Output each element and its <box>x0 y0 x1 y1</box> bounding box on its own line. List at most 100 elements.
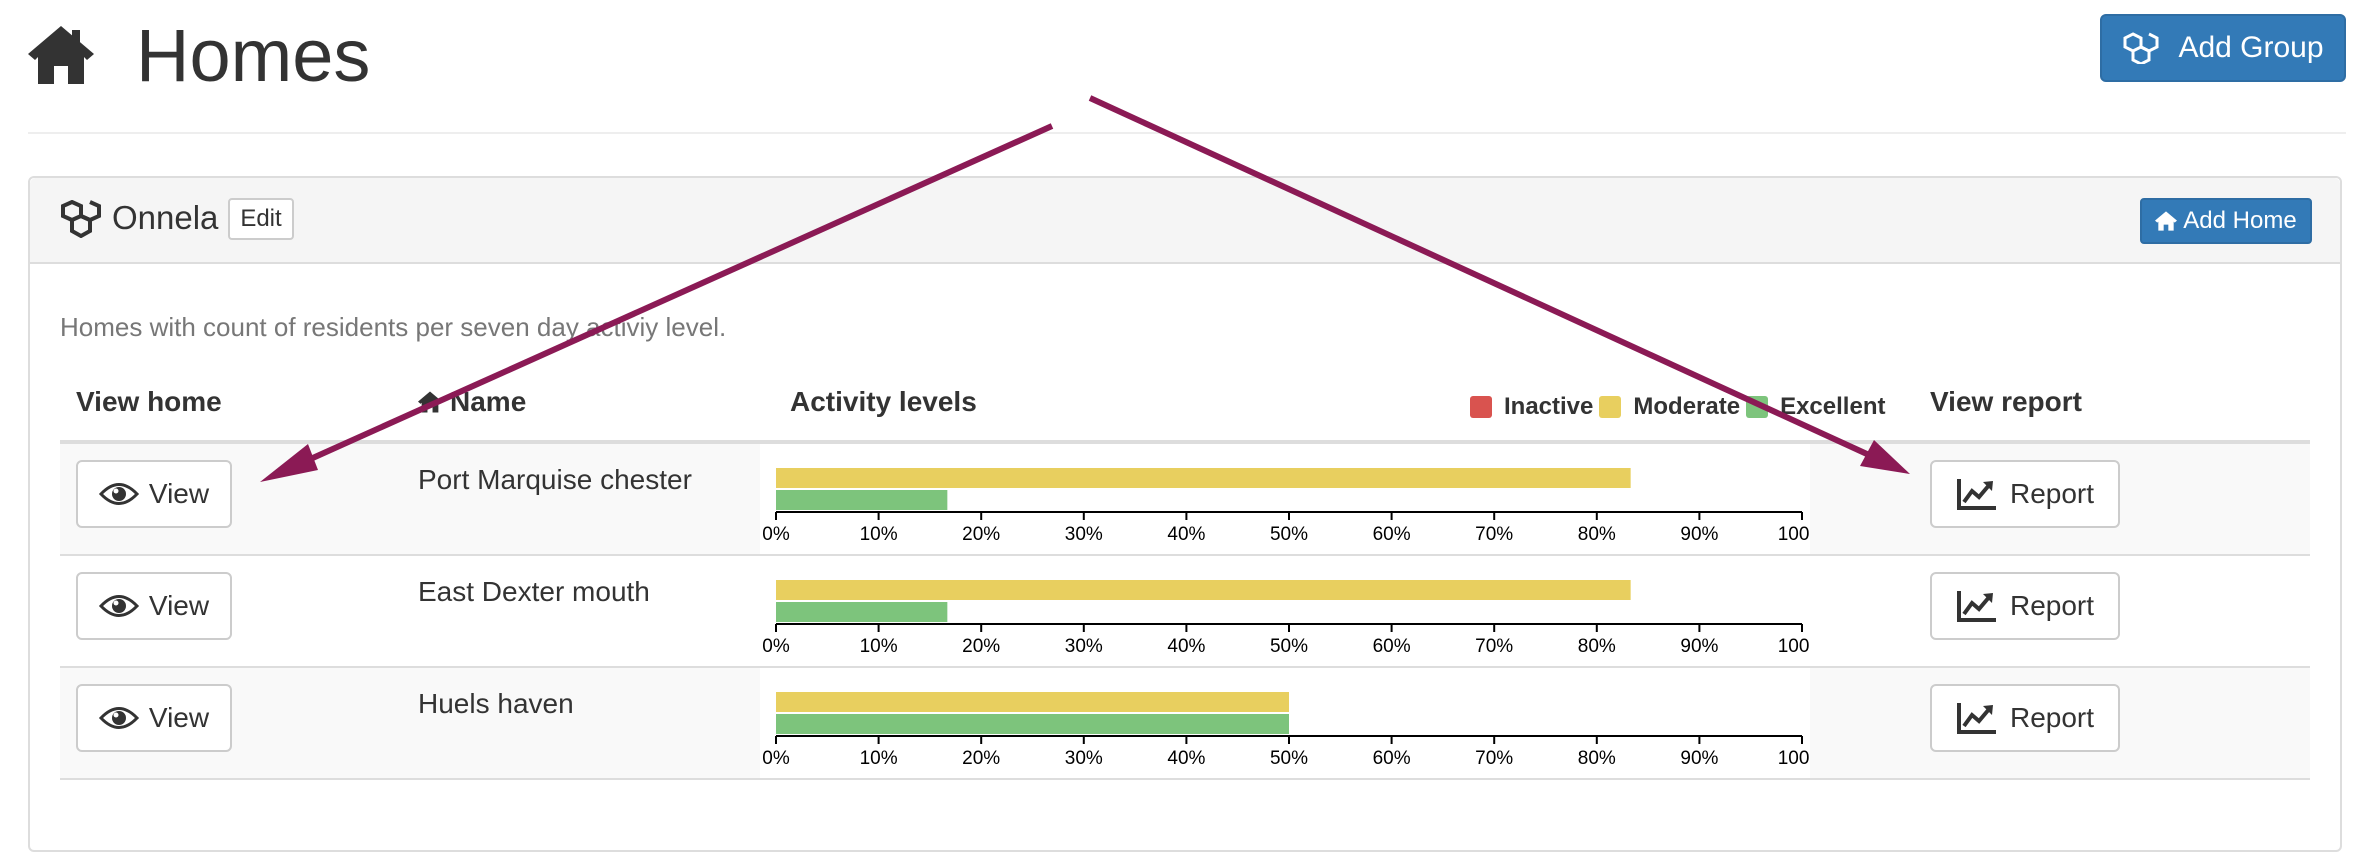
legend-swatch-inactive <box>1470 396 1492 418</box>
view-report-button[interactable]: Report <box>1930 460 2120 528</box>
x-tick-label: 100% <box>1778 748 1810 769</box>
x-tick-label: 40% <box>1167 636 1205 657</box>
bar-excellent <box>776 602 948 622</box>
view-home-button[interactable]: View <box>76 684 232 752</box>
group-panel: Onnela Edit Add Home Homes with count of… <box>28 176 2342 852</box>
add-home-button[interactable]: Add Home <box>2140 198 2312 244</box>
home-icon <box>28 26 94 84</box>
table-header: View home Name Activity levels Inactive … <box>60 372 2310 444</box>
x-tick-label: 80% <box>1578 748 1616 769</box>
line-chart-icon <box>1956 591 1996 622</box>
x-tick-label: 30% <box>1065 524 1103 545</box>
activity-chart: 0% 10% 20% 30% 40% 50% 60% 70% 80% 90% 100% <box>760 668 1826 778</box>
x-tick-label: 60% <box>1373 636 1411 657</box>
column-view-home: View home <box>76 386 222 417</box>
column-view-report: View report <box>1930 386 2082 417</box>
bar-excellent <box>776 714 1289 734</box>
table-row: View Huels haven 0% 10% 20% 30% 40% 50% 60% 70%… <box>60 668 2310 780</box>
group-panel-heading: Onnela Edit Add Home <box>30 178 2340 264</box>
eye-icon <box>98 707 139 729</box>
edit-group-button[interactable]: Edit <box>228 198 294 240</box>
home-name: Huels haven <box>418 688 574 719</box>
x-tick-label: 70% <box>1475 636 1513 657</box>
activity-chart: 0% 10% 20% 30% 40% 50% 60% 70% 80% 90% 100% <box>760 444 1826 554</box>
group-name: Onnela <box>112 199 219 236</box>
bar-moderate <box>776 692 1289 712</box>
x-tick-label: 100% <box>1778 636 1810 657</box>
x-tick-label: 50% <box>1270 636 1308 657</box>
x-tick-label: 60% <box>1373 524 1411 545</box>
x-tick-label: 90% <box>1680 524 1718 545</box>
activity-chart-svg: 0% 10% 20% 30% 40% 50% 60% 70% 80% 90% 100% <box>762 692 1826 769</box>
view-report-label: Report <box>2009 702 2095 733</box>
x-tick-label: 30% <box>1065 748 1103 769</box>
x-tick-label: 20% <box>962 524 1000 545</box>
view-report-label: Report <box>2009 590 2095 621</box>
x-tick-label: 40% <box>1167 524 1205 545</box>
x-tick-label: 80% <box>1578 524 1616 545</box>
x-tick-label: 60% <box>1373 748 1411 769</box>
view-home-button[interactable]: View <box>76 572 232 640</box>
view-home-button[interactable]: View <box>76 460 232 528</box>
legend-swatch-moderate <box>1599 396 1622 418</box>
x-tick-label: 20% <box>962 636 1000 657</box>
page-header: Homes Add Group <box>28 0 2346 134</box>
x-tick-label: 100% <box>1778 524 1810 545</box>
x-tick-label: 0% <box>762 748 790 769</box>
home-icon <box>2155 211 2178 231</box>
line-chart-icon <box>1956 703 1996 734</box>
legend-item-moderate: Moderate <box>1599 393 1740 421</box>
table-row: View Port Marquise chester 0% 10% 20% 30% 40… <box>60 444 2310 556</box>
x-tick-label: 80% <box>1578 636 1616 657</box>
page-title: Homes <box>136 14 371 97</box>
x-tick-label: 10% <box>860 524 898 545</box>
home-name: East Dexter mouth <box>418 576 650 607</box>
add-group-button[interactable]: Add Group <box>2100 14 2346 82</box>
x-tick-label: 70% <box>1475 748 1513 769</box>
eye-icon <box>98 595 139 617</box>
x-tick-label: 50% <box>1270 524 1308 545</box>
x-tick-label: 90% <box>1680 636 1718 657</box>
legend-label-inactive: Inactive <box>1504 393 1594 420</box>
line-chart-icon <box>1956 479 1996 510</box>
view-report-button[interactable]: Report <box>1930 572 2120 640</box>
cubes-icon <box>2123 32 2159 64</box>
x-tick-label: 10% <box>860 748 898 769</box>
x-tick-label: 10% <box>860 636 898 657</box>
column-name-label: Name <box>450 386 527 417</box>
view-home-label: View <box>148 478 210 509</box>
eye-icon <box>98 483 139 505</box>
activity-chart: 0% 10% 20% 30% 40% 50% 60% 70% 80% 90% 100% <box>760 556 1826 666</box>
view-report-button[interactable]: Report <box>1930 684 2120 752</box>
home-name: Port Marquise chester <box>418 464 692 495</box>
activity-chart-svg: 0% 10% 20% 30% 40% 50% 60% 70% 80% 90% 100% <box>762 468 1826 545</box>
view-home-label: View <box>148 702 210 733</box>
view-report-label: Report <box>2009 478 2095 509</box>
activity-legend: Inactive Moderate Excellent <box>1470 392 1891 422</box>
x-tick-label: 50% <box>1270 748 1308 769</box>
table-row: View East Dexter mouth 0% 10% 20% 30% 40% 50%… <box>60 556 2310 668</box>
bar-moderate <box>776 580 1631 600</box>
x-tick-label: 40% <box>1167 748 1205 769</box>
x-tick-label: 30% <box>1065 636 1103 657</box>
bar-excellent <box>776 490 948 510</box>
x-tick-label: 20% <box>962 748 1000 769</box>
legend-label-moderate: Moderate <box>1633 393 1741 420</box>
legend-swatch-excellent <box>1746 396 1769 418</box>
home-icon <box>418 391 442 413</box>
column-name: Name <box>418 386 526 418</box>
bar-moderate <box>776 468 1631 488</box>
group-description: Homes with count of residents per seven … <box>60 312 727 342</box>
x-tick-label: 70% <box>1475 524 1513 545</box>
legend-item-excellent: Excellent <box>1746 393 1885 421</box>
legend-label-excellent: Excellent <box>1780 393 1886 420</box>
activity-chart-svg: 0% 10% 20% 30% 40% 50% 60% 70% 80% 90% 100% <box>762 580 1826 657</box>
add-group-label: Add Group <box>2178 31 2324 64</box>
x-tick-label: 0% <box>762 636 790 657</box>
x-tick-label: 0% <box>762 524 790 545</box>
column-activity: Activity levels <box>790 386 977 417</box>
add-home-label: Add Home <box>2183 207 2297 234</box>
view-home-label: View <box>148 590 210 621</box>
legend-item-inactive: Inactive <box>1470 393 1593 421</box>
x-tick-label: 90% <box>1680 748 1718 769</box>
